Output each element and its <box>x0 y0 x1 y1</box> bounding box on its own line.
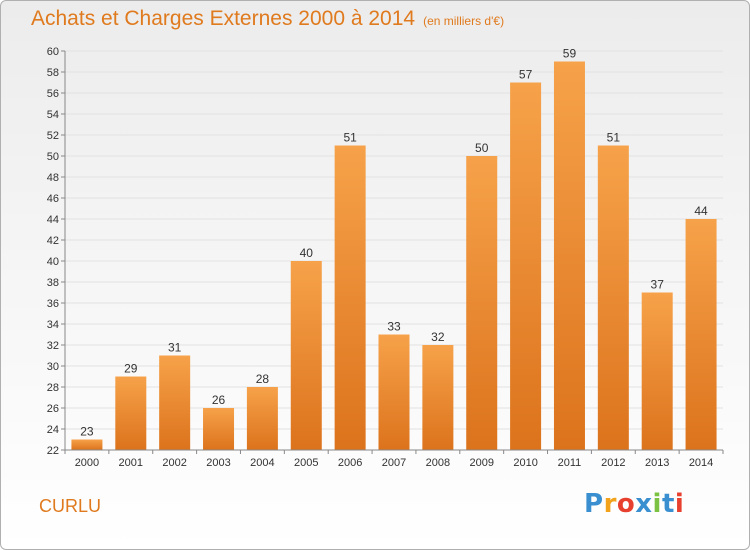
bar-value-label: 51 <box>607 131 621 145</box>
logo-letter: i <box>674 489 685 519</box>
bar-value-label: 57 <box>519 68 533 82</box>
y-tick-label: 56 <box>47 88 59 100</box>
bar <box>246 387 278 450</box>
x-tick-label: 2006 <box>338 457 362 469</box>
x-tick-label: 2013 <box>645 457 669 469</box>
bar-value-label: 51 <box>343 131 357 145</box>
y-tick-label: 44 <box>47 214 59 226</box>
bar <box>159 355 191 450</box>
x-tick-label: 2010 <box>513 457 537 469</box>
bar-value-label: 50 <box>475 141 489 155</box>
x-tick-label: 2005 <box>294 457 318 469</box>
bar <box>334 145 366 450</box>
y-tick-label: 60 <box>47 46 59 58</box>
x-axis-ticks: 2000 2001 2002 2003 2004 2005 2006 2007 2008 2009… <box>64 450 724 469</box>
bar <box>422 345 454 450</box>
y-tick-label: 48 <box>47 172 59 184</box>
logo-letter: t <box>661 489 675 519</box>
bar-value-label: 44 <box>694 204 708 218</box>
y-tick-label: 52 <box>47 130 59 142</box>
y-axis-ticks: 22 24 26 28 30 32 34 36 38 40 42 44 46 48 50 52 54 56 58 60 <box>47 46 65 457</box>
logo-letter: x <box>635 489 653 519</box>
bar-value-label: 37 <box>651 278 665 292</box>
x-tick-label: 2003 <box>206 457 230 469</box>
logo-letter: r <box>603 489 617 519</box>
y-tick-label: 46 <box>47 193 59 205</box>
y-tick-label: 40 <box>47 256 59 268</box>
logo-letter: o <box>616 489 636 519</box>
proxiti-logo: Proxiti <box>584 489 684 519</box>
bar <box>71 439 103 450</box>
bar <box>510 82 542 450</box>
x-tick-label: 2008 <box>426 457 450 469</box>
x-tick-label: 2014 <box>689 457 713 469</box>
bar-value-label: 23 <box>80 425 94 439</box>
chart-title-unit: (en milliers d'€) <box>423 14 505 28</box>
y-tick-label: 38 <box>47 277 59 289</box>
y-tick-label: 54 <box>47 109 59 121</box>
bar-value-label: 28 <box>256 372 270 386</box>
bar <box>115 376 147 450</box>
y-tick-label: 24 <box>47 424 59 436</box>
y-tick-label: 30 <box>47 361 59 373</box>
bar <box>641 292 673 450</box>
bar-value-label: 59 <box>563 47 577 61</box>
x-tick-label: 2012 <box>601 457 625 469</box>
chart-title: Achats et Charges Externes 2000 à 2014 (e… <box>31 7 504 31</box>
x-tick-label: 2000 <box>75 457 99 469</box>
x-tick-label: 2002 <box>162 457 186 469</box>
bar <box>553 61 585 450</box>
bar-value-label: 29 <box>124 362 138 376</box>
y-tick-label: 50 <box>47 151 59 163</box>
bar <box>597 145 629 450</box>
bar <box>290 261 322 450</box>
bars: 23 29 31 26 28 40 51 33 32 50 57 59 51 37 44 <box>71 47 717 450</box>
y-tick-label: 22 <box>47 445 59 457</box>
y-tick-label: 26 <box>47 403 59 415</box>
bar <box>466 156 498 450</box>
y-tick-label: 42 <box>47 235 59 247</box>
y-tick-label: 34 <box>47 319 59 331</box>
x-tick-label: 2009 <box>469 457 493 469</box>
bar <box>685 219 717 450</box>
x-tick-label: 2007 <box>382 457 406 469</box>
x-tick-label: 2004 <box>250 457 274 469</box>
y-tick-label: 58 <box>47 67 59 79</box>
y-tick-label: 32 <box>47 340 59 352</box>
bar-value-label: 31 <box>168 341 182 355</box>
x-tick-label: 2011 <box>558 457 582 469</box>
logo-letter: P <box>584 489 604 519</box>
bar-value-label: 32 <box>431 330 445 344</box>
logo-letter: i <box>652 489 662 519</box>
bar <box>203 408 235 450</box>
commune-name: CURLU <box>39 496 102 516</box>
y-tick-label: 28 <box>47 382 59 394</box>
bar-value-label: 26 <box>212 393 226 407</box>
bar <box>378 334 410 450</box>
x-tick-label: 2001 <box>119 457 143 469</box>
bar-value-label: 40 <box>300 246 314 260</box>
bar-value-label: 33 <box>387 320 401 334</box>
y-tick-label: 36 <box>47 298 59 310</box>
chart-title-text: Achats et Charges Externes 2000 à 2014 <box>31 7 416 30</box>
